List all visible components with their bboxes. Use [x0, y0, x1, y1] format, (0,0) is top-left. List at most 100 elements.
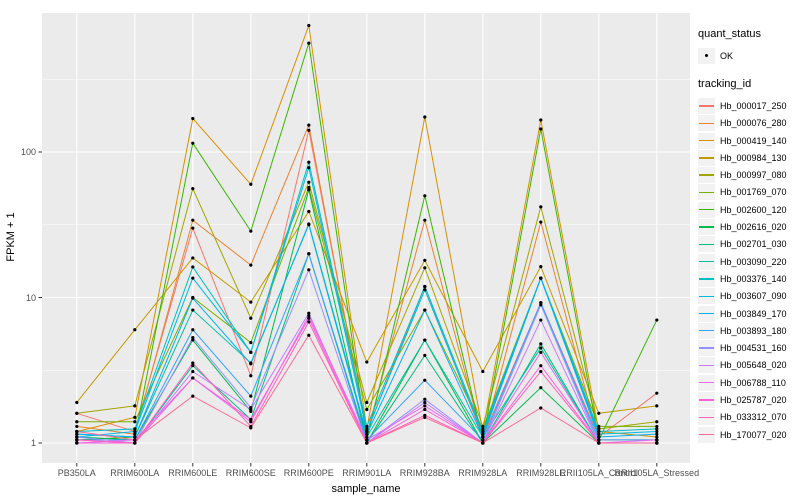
x-tick-label: PB350LA — [57, 468, 96, 478]
legend-key — [698, 426, 715, 443]
data-point — [655, 441, 659, 445]
legend-key — [698, 409, 715, 426]
data-point — [191, 361, 195, 365]
data-point — [249, 340, 253, 345]
data-point — [481, 441, 485, 445]
data-point — [191, 296, 195, 300]
legend-item-label: Hb_001769_070 — [720, 187, 787, 198]
legend-key-line-icon — [699, 416, 714, 418]
legend-item: Hb_001769_070 — [698, 184, 798, 201]
data-point — [307, 41, 311, 45]
data-point — [365, 432, 369, 436]
data-point — [481, 438, 485, 442]
data-point — [133, 404, 137, 408]
legend-item-label: Hb_003376_140 — [720, 273, 787, 284]
legend: quant_status OK tracking_id Hb_000017_25… — [698, 28, 798, 443]
data-point — [539, 265, 543, 269]
data-point — [539, 386, 543, 390]
data-point — [481, 435, 485, 439]
data-point — [191, 364, 195, 368]
legend-key-line-icon — [699, 330, 714, 332]
data-point — [191, 256, 195, 260]
data-point — [191, 116, 195, 121]
data-point — [249, 316, 253, 320]
legend-key-line-icon — [699, 157, 714, 159]
x-axis-title: sample_name — [331, 483, 401, 495]
legend-item: Hb_002600_120 — [698, 201, 798, 218]
legend-item: Hb_005648_020 — [698, 357, 798, 374]
data-point — [191, 308, 195, 312]
data-point — [655, 438, 659, 442]
data-point — [597, 432, 601, 436]
data-point — [191, 328, 195, 332]
data-point — [423, 288, 427, 292]
legend-key-line-icon — [699, 312, 714, 315]
legend-item-label: Hb_002701_030 — [720, 239, 787, 250]
legend-item-label: Hb_000076_280 — [720, 118, 787, 129]
data-point — [423, 415, 427, 419]
data-point — [423, 115, 427, 119]
data-point — [75, 424, 79, 429]
data-point — [365, 407, 369, 412]
legend-key-line-icon — [699, 243, 714, 245]
data-point — [365, 360, 369, 364]
legend-item-label: Hb_003893_180 — [720, 325, 787, 336]
data-point — [133, 435, 137, 439]
legend-key — [698, 253, 715, 270]
data-point — [249, 407, 253, 412]
data-point — [539, 205, 543, 209]
y-tick-label: 100 — [20, 147, 36, 157]
y-tick-label: 1 — [30, 438, 36, 448]
legend-item: Hb_000984_130 — [698, 149, 798, 166]
data-point — [249, 417, 253, 422]
legend-item-label: Hb_033312_070 — [720, 412, 787, 423]
data-point — [423, 404, 427, 408]
x-tick-label: RRIM600SE — [225, 468, 276, 478]
data-point — [307, 185, 311, 190]
legend-key-line-icon — [699, 278, 714, 280]
data-point — [655, 424, 659, 429]
x-tick-label: RRIM928LE — [516, 468, 566, 478]
data-point — [539, 342, 543, 346]
legend-key — [698, 149, 715, 166]
data-point — [539, 369, 543, 374]
legend-key — [698, 47, 715, 64]
data-point — [249, 374, 253, 378]
legend-item: Hb_000076_280 — [698, 115, 798, 132]
data-point — [307, 188, 311, 192]
legend-key — [698, 97, 715, 114]
data-point — [423, 353, 427, 358]
data-point — [423, 338, 427, 342]
data-point — [307, 333, 311, 337]
data-point — [539, 364, 543, 368]
data-point — [655, 427, 659, 431]
data-point — [655, 432, 659, 436]
legend-title-quant-status: quant_status — [698, 28, 761, 40]
data-point — [365, 424, 369, 429]
data-point — [133, 415, 137, 419]
data-point — [133, 429, 137, 434]
legend-tracking-id-items: Hb_000017_250 Hb_000076_280 Hb_000419_140 H… — [698, 97, 798, 443]
data-point — [307, 314, 311, 318]
data-point — [655, 420, 659, 424]
legend-item-label: Hb_003849_170 — [720, 308, 787, 319]
data-point — [307, 320, 311, 324]
x-tick-label: RRIM901LA — [342, 468, 392, 478]
legend-key — [698, 340, 715, 357]
legend-item-label: Hb_025787_020 — [720, 394, 787, 405]
legend-key — [698, 374, 715, 391]
data-point — [365, 438, 369, 442]
legend-item: Hb_004531_160 — [698, 339, 798, 357]
data-point — [75, 438, 79, 442]
x-tick-label: RRII105LA_Stressed — [614, 468, 700, 478]
data-point — [539, 406, 543, 410]
data-point — [249, 394, 253, 398]
legend-key — [698, 288, 715, 305]
data-point — [75, 429, 79, 434]
data-point — [539, 127, 543, 131]
legend-item-label: Hb_002600_120 — [720, 204, 787, 215]
x-tick-label: RRIM600LE — [168, 468, 218, 478]
legend-key — [698, 167, 715, 184]
data-point — [539, 318, 543, 322]
x-tick-label: RRIM600PE — [283, 468, 334, 478]
